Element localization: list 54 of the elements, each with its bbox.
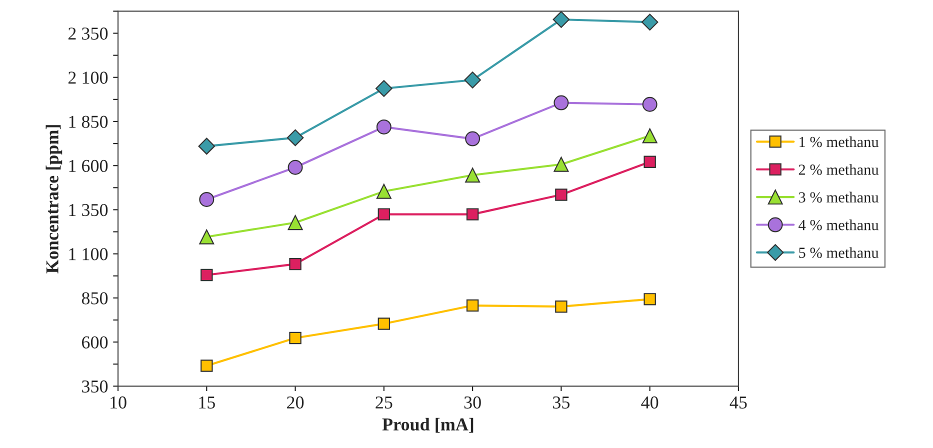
point xyxy=(200,360,213,372)
y-tick-label: 350 xyxy=(82,380,108,393)
x-tick-label: 30 xyxy=(464,396,481,409)
point xyxy=(378,208,390,220)
x-tick-label: 15 xyxy=(199,396,215,409)
point xyxy=(555,300,568,313)
y-tick-label: 850 xyxy=(82,292,108,304)
point xyxy=(465,131,480,146)
point xyxy=(376,184,392,199)
y-tick-label: 600 xyxy=(82,336,108,349)
legend-label: 4 % methanu xyxy=(798,220,879,230)
point xyxy=(644,156,656,168)
x-tick-label: 45 xyxy=(730,396,747,409)
point xyxy=(199,229,214,244)
point xyxy=(466,299,479,312)
point xyxy=(199,192,214,207)
x-tick-label: 10 xyxy=(110,396,126,409)
y-tick-label: 1 100 xyxy=(69,248,108,260)
y-tick-label: 2 100 xyxy=(68,72,108,84)
y-tick-label: 2 350 xyxy=(68,28,108,40)
point xyxy=(552,11,570,28)
legend-label: 5 % methanu xyxy=(799,247,879,258)
point xyxy=(641,14,658,31)
legend-label: 2 % methanu xyxy=(798,164,879,175)
y-tick-label: 1 850 xyxy=(69,116,108,128)
x-tick-label: 35 xyxy=(553,396,570,409)
point xyxy=(555,188,568,201)
point xyxy=(466,208,479,220)
point xyxy=(288,215,303,230)
legend-label: 3 % methanu xyxy=(798,192,879,203)
point xyxy=(644,293,656,306)
point xyxy=(378,318,390,330)
y-axis-title: Koncentrace [ppm] xyxy=(46,125,62,274)
point xyxy=(288,160,303,175)
point xyxy=(554,95,569,110)
x-axis-title: Proud [mA] xyxy=(382,418,474,433)
point xyxy=(642,96,658,112)
x-tick-label: 25 xyxy=(376,396,392,409)
y-tick-label: 1 600 xyxy=(69,160,108,172)
point xyxy=(286,129,304,146)
point xyxy=(554,156,569,172)
point xyxy=(376,80,392,97)
y-tick-label: 1 350 xyxy=(69,204,108,216)
point xyxy=(465,168,480,183)
point xyxy=(289,258,302,270)
point xyxy=(464,72,481,88)
point xyxy=(198,138,216,155)
point xyxy=(289,332,302,344)
x-tick-label: 20 xyxy=(287,396,304,409)
point xyxy=(642,128,658,144)
point xyxy=(376,119,392,134)
x-tick-label: 40 xyxy=(641,396,658,409)
legend-label: 1 % methanu xyxy=(800,136,879,148)
point xyxy=(200,268,213,282)
